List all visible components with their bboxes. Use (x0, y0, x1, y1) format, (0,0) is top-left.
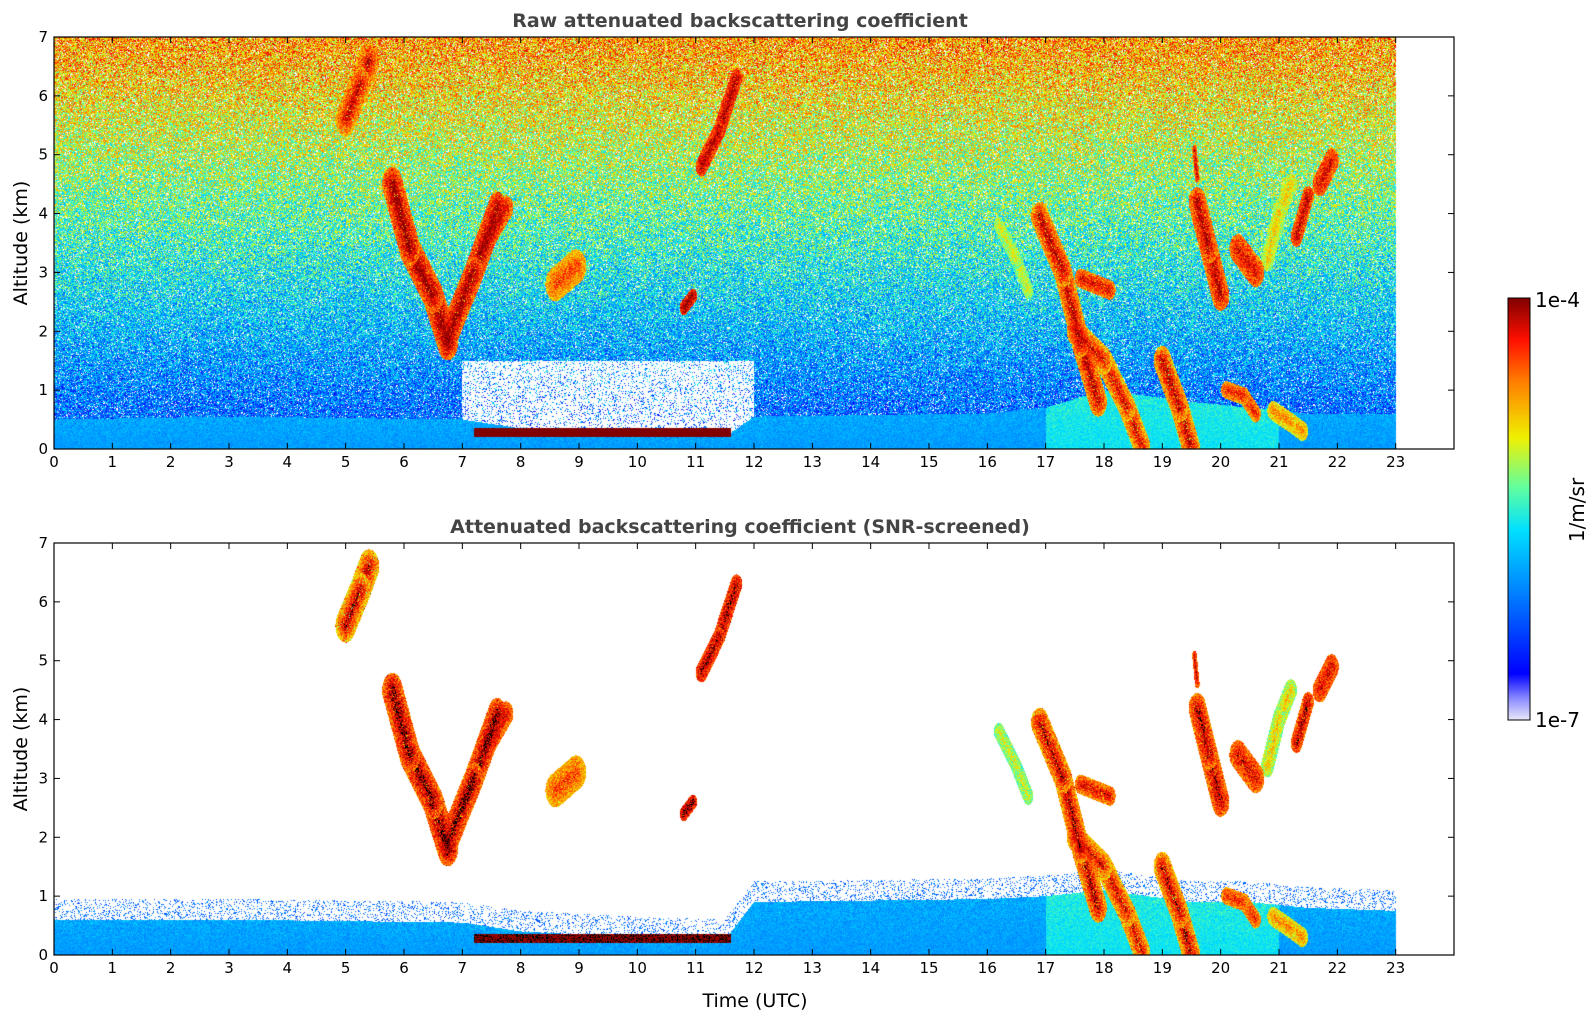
x-tick-label: 4 (283, 959, 293, 977)
x-tick-label: 21 (1269, 453, 1288, 471)
x-tick-label: 23 (1386, 453, 1405, 471)
x-tick-label: 13 (803, 453, 822, 471)
y-tick-label: 6 (38, 593, 48, 611)
y-tick-label: 0 (38, 440, 48, 458)
x-tick-label: 9 (574, 959, 584, 977)
panel-screened-axes: 0 1 2 3 4 5 6 7 8 9 10 11 12 13 14 15 16 17 18 19 20 21 22 2301… (38, 534, 1454, 977)
y-tick-label: 5 (38, 146, 48, 164)
x-tick-label: 9 (574, 453, 584, 471)
x-tick-label: 2 (166, 453, 176, 471)
x-tick-label: 20 (1211, 959, 1230, 977)
y-tick-label: 4 (38, 711, 48, 729)
x-tick-label: 19 (1153, 959, 1172, 977)
x-tick-label: 19 (1153, 453, 1172, 471)
x-tick-label: 18 (1094, 959, 1113, 977)
x-tick-label: 12 (744, 453, 763, 471)
x-tick-label: 3 (224, 453, 234, 471)
colorbar-unit-label: 1/m/sr (1565, 477, 1589, 542)
x-tick-label: 0 (49, 959, 59, 977)
y-tick-label: 2 (38, 828, 48, 846)
x-tick-label: 10 (628, 959, 647, 977)
y-tick-label: 1 (38, 887, 48, 905)
x-tick-label: 14 (861, 453, 880, 471)
y-tick-label: 5 (38, 652, 48, 670)
x-tick-label: 11 (686, 959, 705, 977)
x-tick-label: 15 (919, 453, 938, 471)
x-tick-label: 17 (1036, 959, 1055, 977)
x-tick-label: 17 (1036, 453, 1055, 471)
colorbar: 1e-4 1e-7 1/m/sr (1507, 288, 1589, 732)
x-tick-label: 21 (1269, 959, 1288, 977)
panel-screened-heatmap (54, 543, 1454, 955)
panel-screened-title: Attenuated backscattering coefficient (S… (450, 516, 1030, 538)
x-tick-label: 0 (49, 453, 59, 471)
x-tick-label: 16 (978, 453, 997, 471)
x-tick-label: 4 (283, 453, 293, 471)
x-tick-label: 3 (224, 959, 234, 977)
panel-raw-axes: 0 1 2 3 4 5 6 7 8 9 10 11 12 13 14 15 16 17 18 19 20 21 22 2301… (38, 28, 1454, 471)
x-tick-label: 22 (1328, 959, 1347, 977)
colorbar-max-label: 1e-4 (1535, 288, 1580, 312)
y-tick-label: 6 (38, 87, 48, 105)
x-tick-label: 8 (516, 453, 526, 471)
x-tick-label: 12 (744, 959, 763, 977)
x-tick-label: 11 (686, 453, 705, 471)
colorbar-min-label: 1e-7 (1535, 708, 1580, 732)
y-tick-label: 7 (38, 534, 48, 552)
x-tick-label: 15 (919, 959, 938, 977)
panel-screened-y-axis-label: Altitude (km) (10, 687, 32, 812)
x-tick-label: 14 (861, 959, 880, 977)
y-tick-label: 3 (38, 263, 48, 281)
panel-raw-title: Raw attenuated backscattering coefficien… (512, 10, 968, 32)
x-tick-label: 2 (166, 959, 176, 977)
x-tick-label: 1 (108, 453, 118, 471)
panel-screened: Attenuated backscattering coefficient (S… (10, 516, 1455, 1012)
y-tick-label: 1 (38, 381, 48, 399)
x-tick-label: 7 (458, 453, 468, 471)
colorbar-gradient (1507, 297, 1531, 721)
y-tick-label: 0 (38, 946, 48, 964)
x-tick-label: 10 (628, 453, 647, 471)
x-tick-label: 20 (1211, 453, 1230, 471)
x-tick-label: 18 (1094, 453, 1113, 471)
panel-raw-plot-area (54, 37, 1454, 449)
x-tick-label: 8 (516, 959, 526, 977)
x-axis-label: Time (UTC) (701, 990, 807, 1012)
panel-raw-heatmap (54, 37, 1454, 449)
x-tick-label: 7 (458, 959, 468, 977)
x-tick-label: 6 (399, 453, 409, 471)
y-tick-label: 3 (38, 769, 48, 787)
x-tick-label: 22 (1328, 453, 1347, 471)
panel-raw: Raw attenuated backscattering coefficien… (10, 10, 1455, 471)
x-tick-label: 1 (108, 959, 118, 977)
panel-screened-plot-area (54, 543, 1454, 955)
x-tick-label: 5 (341, 453, 351, 471)
panel-raw-y-axis-label: Altitude (km) (10, 181, 32, 306)
y-tick-label: 4 (38, 205, 48, 223)
y-tick-label: 2 (38, 322, 48, 340)
x-tick-label: 16 (978, 959, 997, 977)
y-tick-label: 7 (38, 28, 48, 46)
x-tick-label: 5 (341, 959, 351, 977)
x-tick-label: 23 (1386, 959, 1405, 977)
x-tick-label: 13 (803, 959, 822, 977)
x-tick-label: 6 (399, 959, 409, 977)
